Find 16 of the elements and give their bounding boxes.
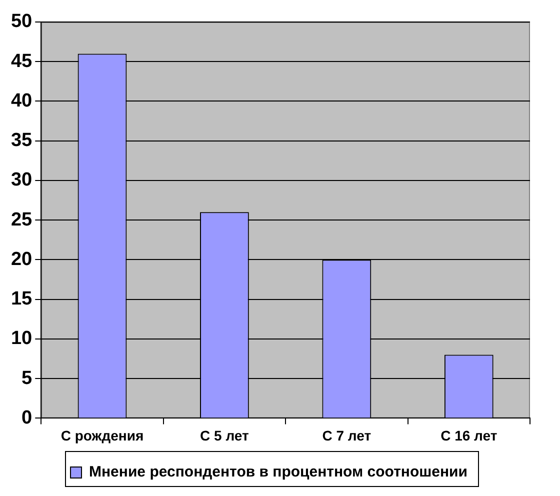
- legend-label: Мнение респондентов в процентном соотношении: [89, 464, 468, 481]
- y-tick-label: 5: [22, 368, 33, 389]
- x-tick-label: С 5 лет: [200, 427, 250, 444]
- x-tick-label: С 7 лет: [322, 427, 372, 444]
- y-tick-label: 10: [10, 328, 32, 350]
- x-tick-label: С 16 лет: [440, 427, 498, 444]
- y-tick-label: 45: [10, 50, 33, 72]
- y-tick-label: 35: [10, 130, 33, 152]
- y-tick-label: 0: [22, 407, 32, 428]
- y-tick-label: 50: [10, 11, 32, 32]
- y-tick-label: 40: [10, 90, 32, 112]
- y-tick-label: 30: [10, 170, 32, 191]
- y-tick-label: 15: [10, 288, 33, 310]
- y-tick-label: 20: [10, 248, 32, 270]
- y-tick-label: 25: [10, 209, 33, 230]
- x-tick-label: С рождения: [60, 427, 144, 444]
